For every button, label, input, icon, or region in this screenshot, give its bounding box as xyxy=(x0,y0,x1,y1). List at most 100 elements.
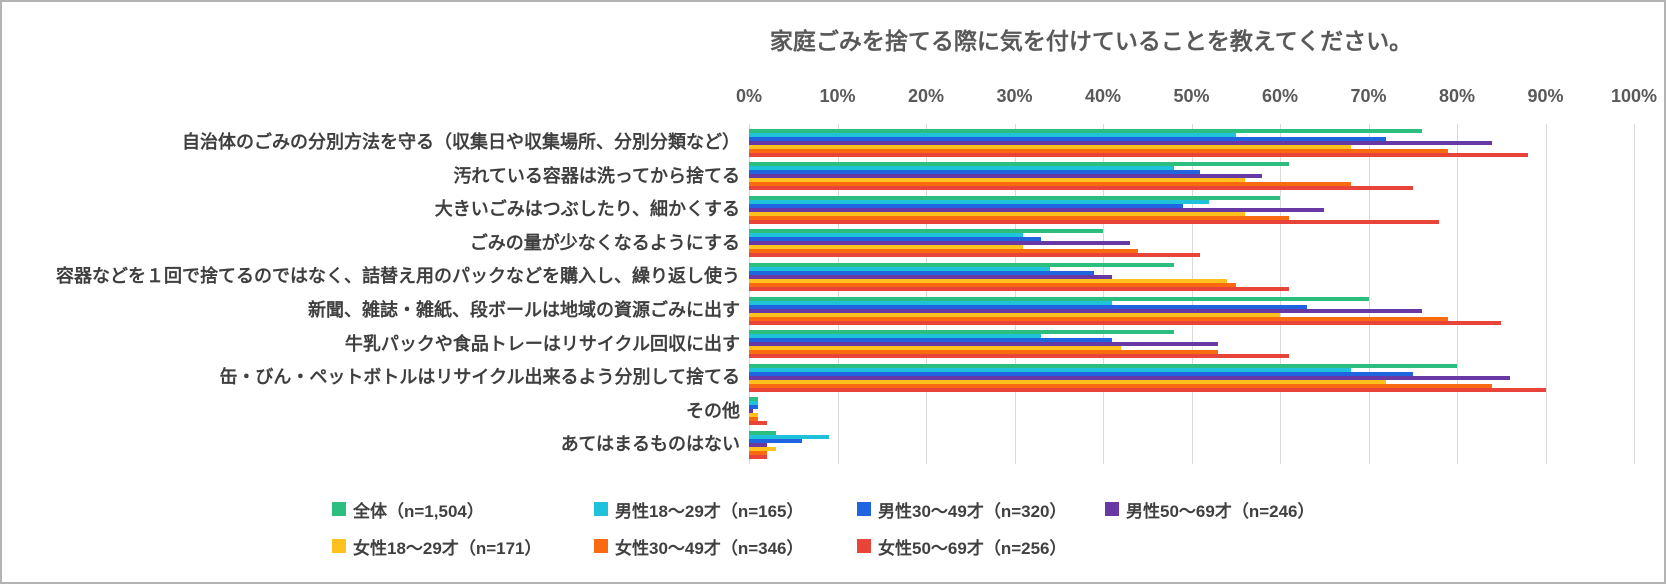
bar xyxy=(749,274,1112,279)
bar xyxy=(749,330,1174,335)
bar xyxy=(749,371,1413,376)
legend-item: 女性50〜69才（n=256） xyxy=(857,535,1067,558)
bar xyxy=(749,405,758,410)
legend-swatch xyxy=(332,539,346,553)
category-label: 新聞、雑誌・雑紙、段ボールは地域の資源ごみに出す xyxy=(308,300,740,320)
bar xyxy=(749,401,758,406)
legend-swatch xyxy=(594,539,608,553)
legend-item: 男性18〜29才（n=165） xyxy=(594,498,804,521)
bar xyxy=(749,211,1245,216)
bar xyxy=(749,350,1219,355)
category-label: ごみの量が少なくなるようにする xyxy=(469,232,740,253)
gridline xyxy=(1545,124,1547,464)
bar xyxy=(749,249,1139,254)
legend-label: 男性18〜29才（n=165） xyxy=(615,501,804,521)
bar xyxy=(749,203,1183,208)
legend-swatch xyxy=(1105,502,1119,516)
bar xyxy=(749,300,1112,305)
bar xyxy=(749,379,1387,384)
x-axis-tick-label: 20% xyxy=(907,86,945,106)
x-axis-tick-label: 10% xyxy=(819,86,856,106)
bar xyxy=(749,233,1024,238)
bar xyxy=(749,316,1449,321)
bar xyxy=(749,363,1457,368)
bar xyxy=(749,413,758,418)
legend-label: 女性30〜49才（n=346） xyxy=(615,538,804,558)
x-axis-tick-label: 40% xyxy=(1084,86,1122,106)
bar xyxy=(749,296,1369,301)
legend-label: 女性50〜69才（n=256） xyxy=(878,538,1067,558)
bar xyxy=(749,136,1387,141)
legend-item: 女性30〜49才（n=346） xyxy=(594,535,804,558)
bar xyxy=(749,170,1201,175)
bar xyxy=(749,132,1236,137)
gridline xyxy=(1103,124,1104,464)
category-label: 容器などを１回で捨てるのではなく、詰替え用のパックなどを購入し、繰り返し使う xyxy=(56,266,740,287)
x-axis-tick-label: 30% xyxy=(996,86,1033,106)
legend-item: 男性50〜69才（n=246） xyxy=(1105,498,1315,521)
gridline xyxy=(926,124,927,464)
bar xyxy=(749,152,1528,157)
legend-swatch xyxy=(857,539,871,553)
category-label: 牛乳パックや食品トレーはリサイクル回収に出す xyxy=(344,333,740,354)
legend-label: 女性18〜29才（n=171） xyxy=(353,538,542,558)
bar xyxy=(749,270,1095,275)
bar xyxy=(749,434,829,439)
category-label: その他 xyxy=(686,400,740,421)
bar xyxy=(749,304,1307,309)
bar xyxy=(749,166,1174,171)
legend-swatch xyxy=(594,502,608,516)
bar xyxy=(749,144,1351,149)
category-label: 自治体のごみの分別方法を守る（収集日や収集場所、分別分類など） xyxy=(182,132,740,152)
bar xyxy=(749,454,767,459)
bar xyxy=(749,245,1024,250)
x-axis-tick-label: 100% xyxy=(1610,86,1658,106)
category-label: あてはまるものはない xyxy=(560,434,740,455)
legend-item: 女性18〜29才（n=171） xyxy=(332,535,542,558)
bar xyxy=(749,442,767,447)
category-label: 汚れている容器は洗ってから捨てる xyxy=(453,165,740,186)
legend-label: 男性30〜49才（n=320） xyxy=(878,501,1067,521)
bar xyxy=(749,354,1289,359)
bar xyxy=(749,421,767,426)
chart-title: 家庭ごみを捨てる際に気を付けていることを教えてください。 xyxy=(769,28,1413,54)
bar xyxy=(749,438,803,443)
bar xyxy=(749,375,1511,380)
bar xyxy=(749,186,1413,191)
x-axis-tick-label: 80% xyxy=(1438,86,1476,106)
bar xyxy=(749,229,1103,234)
gridline xyxy=(1368,124,1370,464)
bar xyxy=(749,346,1121,351)
gridline xyxy=(1634,124,1635,464)
bar xyxy=(749,128,1422,133)
bar xyxy=(749,219,1440,224)
gridline xyxy=(1280,124,1281,464)
legend-swatch xyxy=(332,502,346,516)
gridline xyxy=(837,124,839,464)
legend-item: 全体（n=1,504） xyxy=(332,498,484,521)
x-axis-tick-label: 60% xyxy=(1261,86,1299,106)
x-axis-tick-label: 50% xyxy=(1173,86,1210,106)
bar xyxy=(749,174,1263,179)
bar xyxy=(749,320,1502,325)
bar xyxy=(749,162,1289,167)
bar xyxy=(749,195,1280,200)
gridline xyxy=(1014,124,1016,464)
bar xyxy=(749,282,1236,287)
bar xyxy=(749,253,1201,258)
gridline xyxy=(749,124,750,464)
bar xyxy=(749,312,1280,317)
x-axis-tick-label: 70% xyxy=(1350,86,1387,106)
bar xyxy=(749,383,1493,388)
bar xyxy=(749,450,767,455)
bar xyxy=(749,278,1227,283)
bar xyxy=(749,342,1219,347)
bar xyxy=(749,140,1493,145)
bar xyxy=(749,409,754,414)
bar xyxy=(749,182,1351,187)
bar xyxy=(749,367,1351,372)
bar xyxy=(749,334,1042,339)
category-label: 缶・びん・ペットボトルはリサイクル出来るよう分別して捨てる xyxy=(219,367,740,388)
gridline xyxy=(1457,124,1458,464)
